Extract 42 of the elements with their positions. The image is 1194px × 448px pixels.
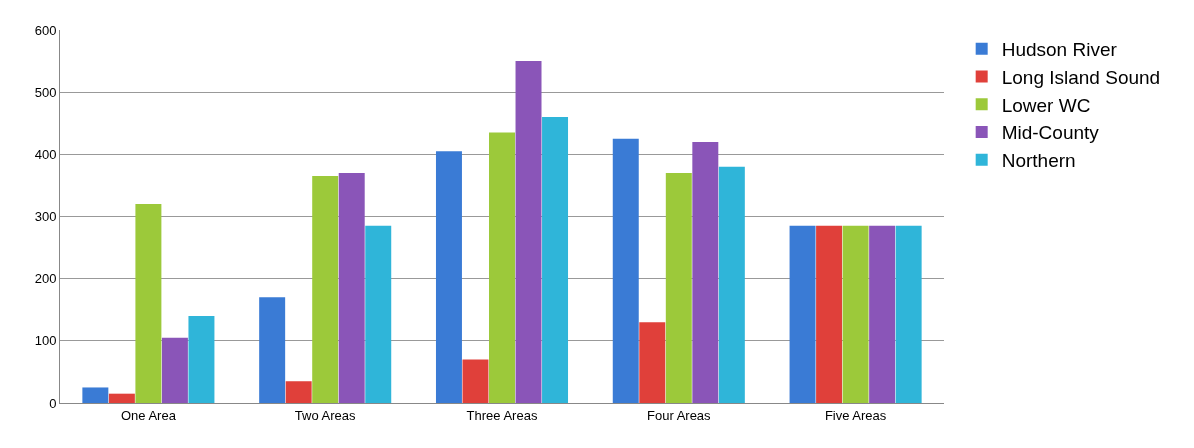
x-tick-label: Three Areas	[466, 407, 538, 423]
bar	[462, 359, 489, 403]
y-tick-label: 500	[34, 84, 57, 100]
bar	[789, 225, 816, 403]
bar	[312, 176, 339, 403]
bar	[338, 172, 365, 403]
legend-label: Hudson River	[1001, 39, 1118, 61]
bar	[665, 172, 692, 403]
y-tick-label: 100	[34, 333, 57, 349]
x-tick-label: One Area	[120, 407, 177, 423]
legend-label: Northern	[1001, 150, 1076, 172]
legend-label: Long Island Sound	[1001, 66, 1161, 88]
bar	[718, 166, 745, 403]
bar	[161, 337, 188, 403]
bar	[259, 297, 286, 403]
y-tick-label: 600	[34, 22, 57, 38]
x-tick-label: Two Areas	[294, 407, 357, 423]
bar	[612, 138, 639, 403]
bar	[692, 141, 719, 403]
bar	[285, 381, 312, 403]
bar	[542, 117, 569, 403]
bar	[842, 225, 869, 403]
bar	[365, 225, 392, 403]
legend-label: Mid-County	[1001, 122, 1100, 144]
y-tick-label: 0	[49, 395, 57, 411]
x-tick-label: Five Areas	[824, 407, 887, 423]
bar	[515, 61, 542, 403]
bar	[82, 387, 109, 403]
y-tick-label: 400	[34, 146, 57, 162]
bar	[108, 393, 135, 403]
bar	[135, 204, 162, 403]
bar	[435, 151, 462, 403]
bar	[639, 322, 666, 403]
bar	[489, 132, 515, 403]
y-tick-label: 200	[34, 271, 57, 287]
bar	[869, 225, 896, 403]
legend-label: Lower WC	[1001, 94, 1091, 116]
x-tick-label: Four Areas	[647, 407, 712, 423]
bar	[816, 225, 843, 403]
y-tick-label: 300	[34, 209, 57, 225]
bar	[895, 225, 922, 403]
bar	[188, 315, 215, 403]
